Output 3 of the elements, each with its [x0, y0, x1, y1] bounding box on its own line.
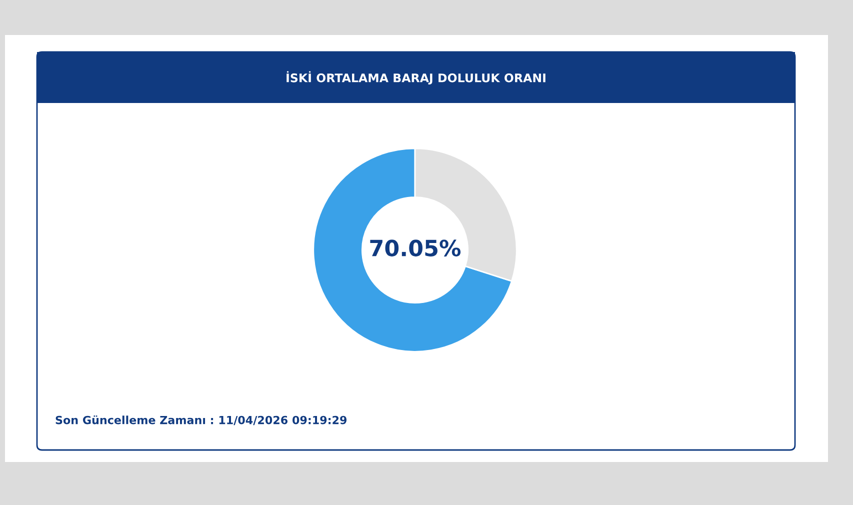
text: Son Güncelleme Zamanı : 11/04/2026 09:19:29: [56, 415, 347, 426]
text: 70.05%: [370, 240, 461, 256]
chart-title: İSKİ ORTALAMA BARAJ DOLULUK ORANI: [286, 71, 546, 85]
